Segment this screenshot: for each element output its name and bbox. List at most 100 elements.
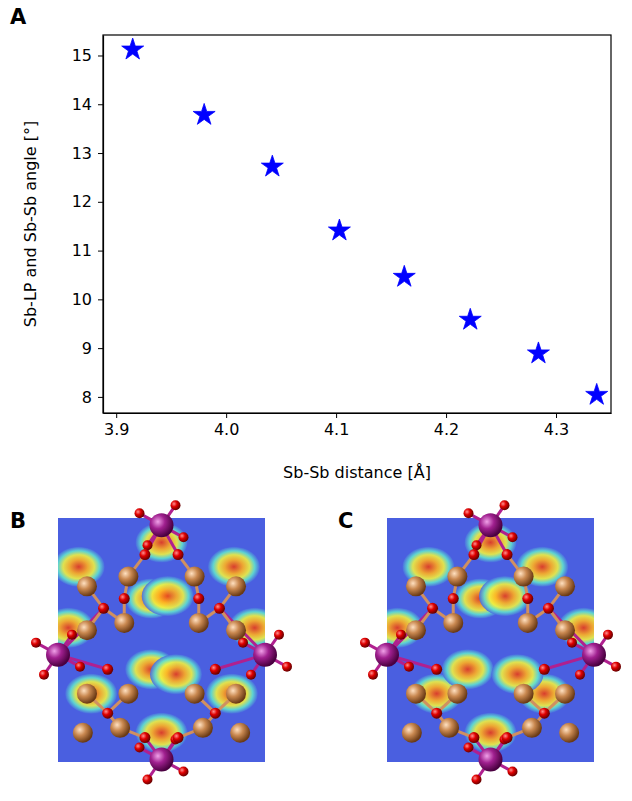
cu-atom xyxy=(193,718,213,738)
oxygen-atom xyxy=(468,549,479,560)
oxygen-atom xyxy=(464,508,474,518)
y-tick-label: 11 xyxy=(72,241,92,260)
cu-atom xyxy=(555,684,575,704)
cu-atom xyxy=(230,723,250,743)
figure: 3.94.04.14.24.389101112131415Sb-Sb dista… xyxy=(0,0,632,801)
x-axis: 3.9 4.0 4.1 4.2 4.3 xyxy=(104,413,612,439)
y-tick-mark xyxy=(98,348,103,349)
sb-atom xyxy=(479,748,503,772)
x-tick-mark xyxy=(446,413,447,418)
cu-atom xyxy=(514,567,534,587)
cu-atom xyxy=(118,684,138,704)
oxygen-atom xyxy=(508,767,518,777)
y-tick-label: 14 xyxy=(72,95,92,114)
y-tick-mark xyxy=(98,202,103,203)
oxygen-atom xyxy=(539,664,550,675)
elf-lobe xyxy=(65,674,117,714)
cu-atom xyxy=(226,576,246,596)
y-axis-line xyxy=(103,36,104,414)
oxygen-atom xyxy=(468,732,479,743)
cu-atom xyxy=(559,723,579,743)
y-tick: 15 xyxy=(72,46,103,65)
cu-atom xyxy=(439,718,459,738)
x-tick: 4.2 xyxy=(434,413,459,439)
cu-atom xyxy=(118,567,138,587)
oxygen-atom xyxy=(502,549,513,560)
oxygen-atom xyxy=(360,638,370,648)
cu-atom xyxy=(73,723,93,743)
elf-lobe xyxy=(136,713,188,753)
oxygen-atom xyxy=(575,670,585,680)
y-tick: 12 xyxy=(72,192,103,211)
panel-label: C xyxy=(338,509,353,533)
x-tick: 4.1 xyxy=(324,413,349,439)
elf-map xyxy=(387,518,594,762)
sb-atom xyxy=(375,643,399,667)
oxygen-atom xyxy=(274,630,284,640)
structure-map xyxy=(360,500,621,784)
x-tick: 4.0 xyxy=(214,413,239,439)
x-tick: 3.9 xyxy=(104,413,129,439)
sb-atom xyxy=(150,748,174,772)
point xyxy=(459,308,481,329)
structure-map xyxy=(31,500,292,784)
oxygen-atom xyxy=(539,708,550,719)
oxygen-atom xyxy=(500,500,510,510)
elf-lobe xyxy=(442,649,494,689)
elf-lobe xyxy=(206,674,258,714)
oxygen-atom xyxy=(67,630,77,640)
y-tick-mark xyxy=(98,153,103,154)
y-tick-mark xyxy=(98,104,103,105)
y-tick-label: 10 xyxy=(72,290,92,309)
y-tick: 8 xyxy=(82,388,103,407)
sb-atom xyxy=(46,643,70,667)
cu-atom xyxy=(555,620,575,640)
oxygen-atom xyxy=(464,743,474,753)
cu-atom xyxy=(522,718,542,738)
x-tick-label: 4.3 xyxy=(544,420,569,439)
oxygen-atom xyxy=(431,664,442,675)
x-tick-label: 3.9 xyxy=(104,420,129,439)
oxygen-atom xyxy=(173,549,184,560)
y-tick: 11 xyxy=(72,241,103,260)
y-tick-mark xyxy=(98,299,103,300)
cu-atom xyxy=(189,613,209,633)
oxygen-atom xyxy=(368,670,378,680)
y-tick-label: 8 xyxy=(82,388,92,407)
cu-atom xyxy=(518,613,538,633)
sb-atom xyxy=(479,513,503,537)
y-axis: 8 9 10 11 12 13 14 15 xyxy=(72,36,104,414)
point xyxy=(328,219,350,240)
x-tick-mark xyxy=(336,413,337,418)
oxygen-atom xyxy=(508,532,518,542)
y-tick-mark xyxy=(98,55,103,56)
oxygen-atom xyxy=(193,593,204,604)
oxygen-atom xyxy=(179,767,189,777)
panel-label: B xyxy=(10,509,26,533)
y-tick-label: 9 xyxy=(82,339,92,358)
oxygen-atom xyxy=(396,630,406,640)
cu-atom xyxy=(406,684,426,704)
oxygen-atom xyxy=(246,670,256,680)
oxygen-atom xyxy=(210,708,221,719)
y-tick-label: 13 xyxy=(72,144,92,163)
x-tick-mark xyxy=(116,413,117,418)
sb-atom xyxy=(150,513,174,537)
y-tick: 13 xyxy=(72,144,103,163)
oxygen-atom xyxy=(31,638,41,648)
oxygen-atom xyxy=(427,603,438,614)
oxygen-atom xyxy=(502,732,513,743)
oxygen-atom xyxy=(543,603,554,614)
cu-atom xyxy=(447,567,467,587)
oxygen-atom xyxy=(214,603,225,614)
cu-atom xyxy=(185,684,205,704)
cu-atom xyxy=(555,576,575,596)
cu-atom xyxy=(406,576,426,596)
point xyxy=(586,383,608,404)
y-tick-mark xyxy=(98,251,103,252)
cu-atom xyxy=(226,684,246,704)
oxygen-atom xyxy=(39,670,49,680)
cu-atom xyxy=(406,620,426,640)
oxygen-atom xyxy=(143,775,153,785)
x-tick-mark xyxy=(556,413,557,418)
